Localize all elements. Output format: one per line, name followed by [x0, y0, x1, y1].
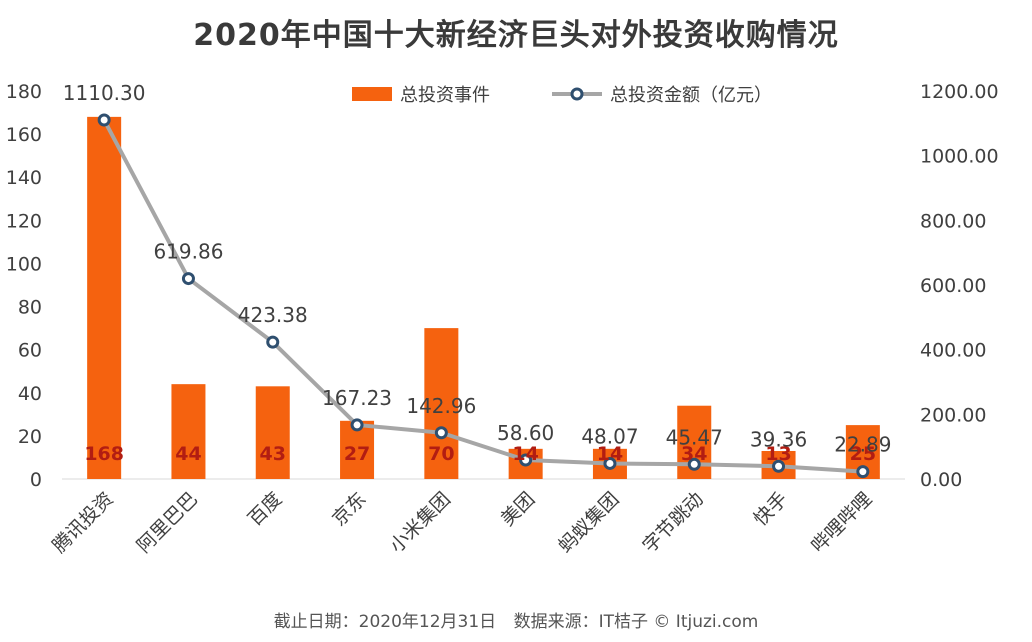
right-tick-label: 800.00: [920, 210, 986, 232]
left-tick-label: 100: [6, 253, 42, 275]
category-label: 百度: [244, 488, 286, 530]
right-tick-label: 1200.00: [920, 81, 999, 103]
line-value-label: 619.86: [153, 240, 223, 264]
category-label: 腾讯投资: [48, 488, 117, 557]
line-value-label: 423.38: [238, 303, 308, 327]
line-point: [266, 335, 280, 349]
legend-line-marker: [570, 87, 584, 101]
line-value-label: 22.89: [834, 433, 891, 457]
line-point: [350, 418, 364, 432]
line-point: [856, 465, 870, 479]
line-value-labels: 1110.30 619.86 423.38 167.23 142.96 58.60 48.0…: [63, 81, 892, 457]
bar-value-label: 44: [175, 443, 201, 465]
chart-title: 2020年中国十大新经济巨头对外投资收购情况: [193, 18, 839, 53]
left-tick-label: 160: [6, 124, 42, 146]
bar: [255, 386, 290, 479]
bar-value-label: 14: [597, 443, 623, 465]
left-tick-label: 0: [30, 469, 42, 491]
bar-value-label: 13: [765, 443, 791, 465]
legend-bar-label: 总投资事件: [400, 85, 490, 106]
left-tick-label: 20: [18, 426, 42, 448]
right-tick-label: 0.00: [920, 469, 962, 491]
line-point: [519, 453, 533, 467]
right-tick-label: 200.00: [920, 404, 986, 426]
left-axis: 0 20 40 60 80 100 120 140 160 180: [6, 81, 905, 491]
line-value-label: 1110.30: [63, 81, 146, 105]
line-point: [772, 459, 786, 473]
bar-value-label: 25: [850, 443, 876, 465]
legend-bar-swatch: [352, 87, 392, 101]
line-value-label: 45.47: [666, 425, 723, 449]
footer-source: 数据来源：IT桔子 © Itjuzi.com: [513, 612, 759, 632]
line-point: [603, 456, 617, 470]
footer-date: 截止日期：2020年12月31日: [273, 612, 497, 632]
category-label: 阿里巴巴: [133, 488, 202, 557]
line-point: [97, 113, 111, 127]
line-point: [687, 457, 701, 471]
right-tick-label: 400.00: [920, 340, 986, 362]
left-tick-label: 80: [18, 297, 42, 319]
category-label: 字节跳动: [638, 488, 707, 557]
category-label: 美团: [497, 488, 539, 530]
bar-value-label: 168: [84, 443, 124, 465]
bar: [87, 116, 122, 479]
left-tick-label: 120: [6, 210, 42, 232]
bar: [424, 328, 459, 479]
bar-value-label: 27: [344, 443, 370, 465]
bar-series: [87, 116, 880, 479]
line-value-label: 39.36: [750, 427, 807, 451]
bar-value-labels: 168 44 43 27 70 14 14 34 13 25: [84, 443, 876, 465]
footer: 截止日期：2020年12月31日 数据来源：IT桔子 © Itjuzi.com: [0, 607, 1032, 632]
right-axis: 0.00 200.00 400.00 600.00 800.00 1000.00 1200.…: [920, 81, 999, 491]
legend: 总投资事件 总投资金额（亿元）: [352, 85, 772, 106]
line-value-label: 48.07: [581, 424, 638, 448]
category-label: 快手: [750, 488, 792, 530]
amount-line: [102, 119, 863, 474]
bar-value-label: 14: [512, 443, 538, 465]
category-label: 哔哩哔哩: [807, 488, 876, 557]
bar: [171, 384, 206, 479]
left-tick-label: 180: [6, 81, 42, 103]
bar-value-label: 70: [428, 443, 454, 465]
line-series: [97, 113, 870, 479]
left-tick-label: 40: [18, 383, 42, 405]
right-tick-label: 600.00: [920, 275, 986, 297]
category-label: 京东: [328, 488, 370, 530]
line-value-label: 167.23: [322, 386, 392, 410]
line-value-label: 58.60: [497, 421, 554, 445]
category-axis: 腾讯投资 阿里巴巴 百度 京东 小米集团 美团 蚂蚁集团 字节跳动 快手 哔哩哔哩: [48, 488, 876, 557]
right-tick-label: 1000.00: [920, 146, 999, 168]
category-label: 小米集团: [386, 488, 455, 557]
category-label: 蚂蚁集团: [554, 488, 623, 557]
line-point: [434, 426, 448, 440]
bar-value-label: 43: [260, 443, 286, 465]
line-point: [181, 272, 195, 286]
left-tick-label: 60: [18, 340, 42, 362]
line-value-label: 142.96: [406, 394, 476, 418]
legend-line-label: 总投资金额（亿元）: [610, 85, 772, 106]
left-tick-label: 140: [6, 167, 42, 189]
bar-value-label: 34: [681, 443, 707, 465]
